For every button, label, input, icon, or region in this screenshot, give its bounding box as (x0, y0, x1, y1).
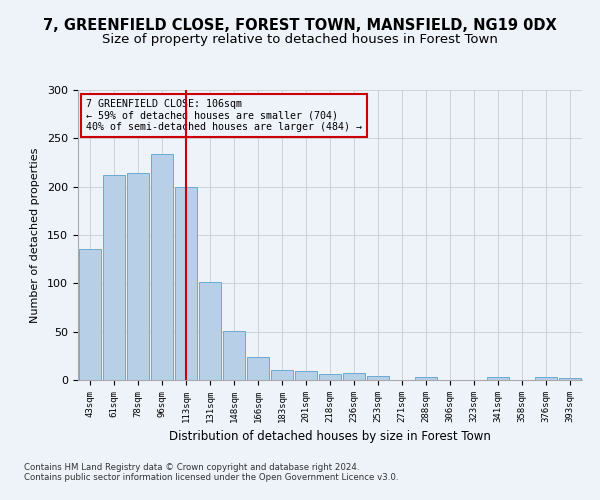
Text: Size of property relative to detached houses in Forest Town: Size of property relative to detached ho… (102, 32, 498, 46)
Bar (151, 154, 173, 380)
Bar (199, 282, 221, 380)
Text: 7 GREENFIELD CLOSE: 106sqm
← 59% of detached houses are smaller (704)
40% of sem: 7 GREENFIELD CLOSE: 106sqm ← 59% of deta… (86, 98, 362, 132)
Bar (535, 377, 557, 380)
Y-axis label: Number of detached properties: Number of detached properties (30, 148, 40, 322)
Bar (295, 372, 317, 380)
Bar (175, 186, 197, 380)
Bar (103, 175, 125, 380)
Bar (559, 378, 581, 380)
Bar (343, 373, 365, 380)
Bar (271, 370, 293, 380)
Bar (319, 374, 341, 380)
Text: 7, GREENFIELD CLOSE, FOREST TOWN, MANSFIELD, NG19 0DX: 7, GREENFIELD CLOSE, FOREST TOWN, MANSFI… (43, 18, 557, 32)
Text: Contains HM Land Registry data © Crown copyright and database right 2024.
Contai: Contains HM Land Registry data © Crown c… (24, 462, 398, 482)
Bar (487, 377, 509, 380)
Bar (247, 357, 269, 380)
Bar (79, 248, 101, 380)
Bar (127, 173, 149, 380)
Bar (223, 330, 245, 380)
X-axis label: Distribution of detached houses by size in Forest Town: Distribution of detached houses by size … (169, 430, 491, 444)
Bar (415, 377, 437, 380)
Bar (367, 376, 389, 380)
